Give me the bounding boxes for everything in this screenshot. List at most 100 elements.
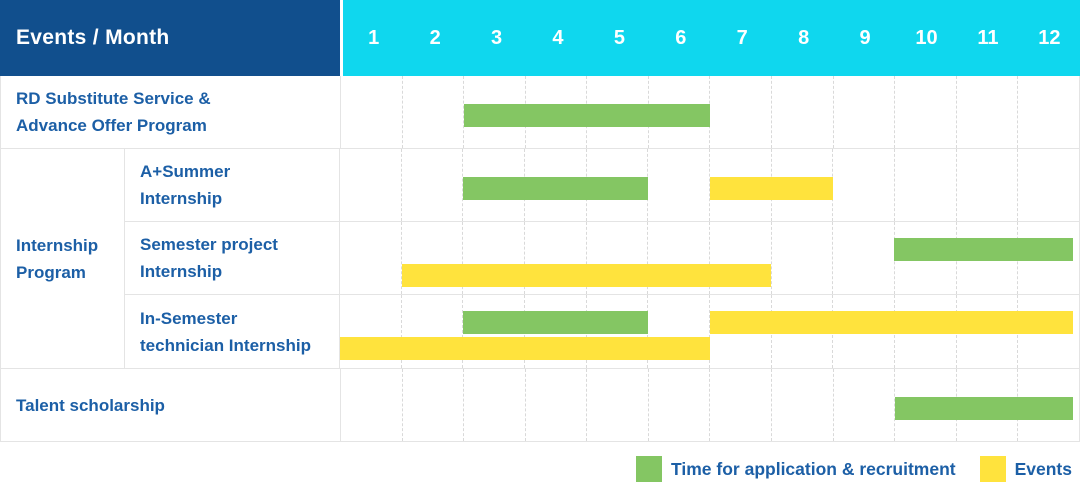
month-cell bbox=[1017, 149, 1079, 221]
month-cell bbox=[647, 369, 710, 441]
month-cell bbox=[832, 149, 894, 221]
month-label: 11 bbox=[977, 26, 999, 49]
row-label-line: Semester project bbox=[140, 235, 278, 254]
legend-label: Time for application & recruitment bbox=[671, 458, 956, 479]
event-bar bbox=[401, 264, 772, 287]
table-row: RD Substitute Service & Advance Offer Pr… bbox=[1, 76, 1079, 149]
month-label: 4 bbox=[552, 26, 564, 49]
row-label-rd-substitute: RD Substitute Service & Advance Offer Pr… bbox=[1, 76, 341, 148]
month-cell bbox=[401, 369, 464, 441]
row-label-semester-project: Semester project Internship bbox=[125, 222, 340, 294]
application-recruitment-bar bbox=[894, 238, 1073, 261]
month-cell bbox=[770, 222, 833, 294]
month-label: 10 bbox=[915, 26, 938, 49]
month-cell bbox=[832, 369, 895, 441]
row-label-line: RD Substitute Service & bbox=[16, 89, 211, 108]
month-label: 12 bbox=[1038, 26, 1061, 49]
row-label-line: technician Internship bbox=[140, 335, 311, 355]
row-label-line: In-Semester bbox=[140, 308, 238, 328]
legend-label: Events bbox=[1014, 458, 1072, 479]
event-bar bbox=[340, 337, 710, 360]
group-sub-rows: A+Summer Internship Semester project Int… bbox=[125, 149, 1079, 368]
month-cell bbox=[771, 369, 833, 441]
application-recruitment-bar bbox=[464, 104, 710, 127]
month-cell bbox=[1017, 76, 1079, 148]
application-recruitment-bar bbox=[463, 177, 648, 200]
application-recruitment-bar bbox=[894, 397, 1073, 420]
month-cell bbox=[340, 149, 401, 221]
month-cell bbox=[462, 149, 524, 221]
month-cell bbox=[400, 295, 463, 368]
month-label: 3 bbox=[490, 26, 503, 49]
timeline-grid bbox=[340, 222, 1079, 294]
table-row: In-Semester technician Internship bbox=[125, 295, 1079, 368]
month-label: 1 bbox=[368, 26, 380, 49]
gantt-chart: Events / Month 1 2 3 4 5 6 7 8 9 10 11 12 RD Substi… bbox=[0, 0, 1080, 442]
month-cell bbox=[894, 149, 956, 221]
month-header: 1 2 3 4 5 6 7 8 9 10 11 12 bbox=[343, 0, 1080, 76]
event-bar bbox=[709, 177, 833, 200]
table-row: Semester project Internship bbox=[125, 222, 1079, 295]
month-cell bbox=[340, 222, 401, 294]
month-cell bbox=[400, 149, 463, 221]
month-cell bbox=[463, 76, 525, 148]
month-cell bbox=[771, 76, 833, 148]
month-label: 2 bbox=[429, 26, 441, 49]
month-cell bbox=[585, 222, 648, 294]
events-month-title: Events / Month bbox=[16, 26, 170, 49]
month-cell bbox=[400, 222, 463, 294]
month-label: 5 bbox=[613, 26, 625, 49]
month-cell bbox=[647, 149, 709, 221]
timeline-grid bbox=[341, 76, 1079, 148]
legend-item-events: Events bbox=[979, 456, 1072, 482]
legend-item-application-recruitment: Time for application & recruitment bbox=[636, 456, 956, 482]
month-cell bbox=[524, 222, 586, 294]
table-body: RD Substitute Service & Advance Offer Pr… bbox=[0, 76, 1080, 442]
group-label-line: Program bbox=[16, 262, 86, 282]
row-label-line: A+Summer bbox=[140, 162, 231, 181]
month-cell bbox=[462, 295, 524, 368]
corner-header-cell: Events / Month bbox=[0, 0, 340, 76]
group-label-line: Internship bbox=[16, 235, 99, 255]
month-cell bbox=[832, 222, 894, 294]
row-label-line: Internship bbox=[140, 189, 223, 208]
row-label-talent-scholarship: Talent scholarship bbox=[1, 369, 341, 441]
application-recruitment-bar bbox=[463, 311, 648, 334]
month-label: 9 bbox=[859, 26, 871, 49]
month-cell bbox=[586, 369, 648, 441]
row-group-internship-program: Internship Program A+Summer Internship S… bbox=[1, 149, 1079, 369]
month-cell bbox=[341, 76, 402, 148]
month-cell bbox=[709, 222, 771, 294]
month-cell bbox=[462, 222, 524, 294]
month-cell bbox=[955, 149, 1018, 221]
row-label-in-semester-technician: In-Semester technician Internship bbox=[125, 295, 340, 368]
application-recruitment-swatch bbox=[636, 456, 663, 482]
table-row: Talent scholarship bbox=[1, 369, 1079, 442]
month-cell bbox=[832, 76, 895, 148]
month-cell bbox=[401, 76, 464, 148]
month-cell bbox=[955, 76, 1018, 148]
month-cell bbox=[524, 369, 587, 441]
timeline-grid bbox=[341, 369, 1079, 441]
row-label-a-plus-summer: A+Summer Internship bbox=[125, 149, 340, 221]
month-label: 6 bbox=[675, 26, 687, 49]
row-label-line: Talent scholarship bbox=[16, 395, 165, 415]
month-cell bbox=[463, 369, 525, 441]
month-label: 8 bbox=[798, 26, 810, 49]
month-cell bbox=[894, 76, 956, 148]
row-label-line: Advance Offer Program bbox=[16, 116, 207, 135]
table-row: A+Summer Internship bbox=[125, 149, 1079, 222]
header-row: Events / Month 1 2 3 4 5 6 7 8 9 10 11 12 bbox=[0, 0, 1080, 76]
month-label: 7 bbox=[736, 26, 748, 49]
month-cell bbox=[709, 369, 771, 441]
month-cell bbox=[341, 369, 402, 441]
events-swatch bbox=[979, 456, 1006, 482]
group-label-internship-program: Internship Program bbox=[1, 149, 125, 368]
timeline-grid bbox=[340, 149, 1079, 221]
legend: Time for application & recruitment Event… bbox=[0, 442, 1080, 482]
row-label-line: Internship bbox=[140, 262, 223, 281]
timeline-grid bbox=[340, 295, 1079, 368]
month-cell bbox=[709, 76, 771, 148]
month-cell bbox=[647, 222, 709, 294]
event-bar bbox=[709, 311, 1073, 334]
